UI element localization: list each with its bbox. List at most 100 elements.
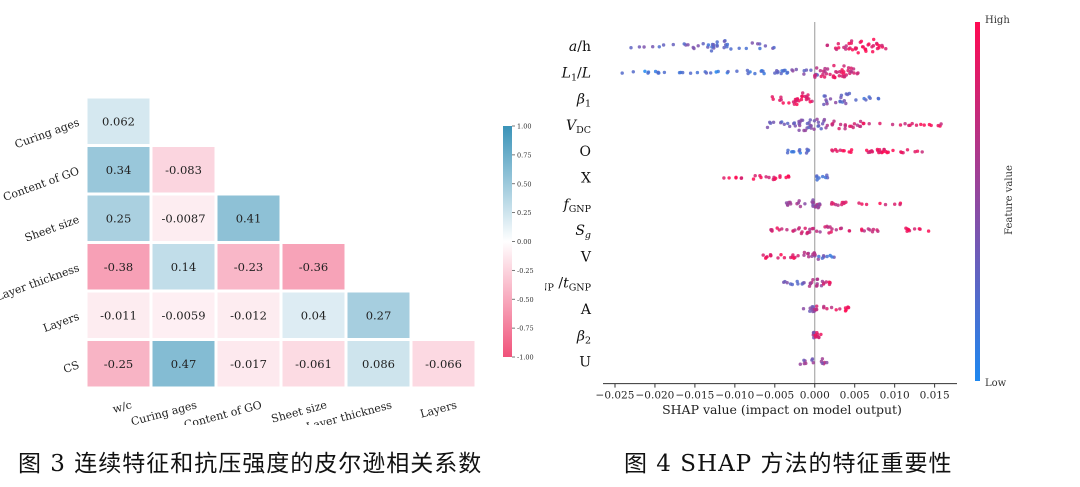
shap-point: [737, 46, 741, 50]
shap-feature-label: Sg: [575, 223, 591, 241]
shap-point: [849, 66, 853, 70]
shap-point: [771, 97, 775, 101]
shap-point: [722, 39, 727, 43]
shap-point: [825, 173, 829, 177]
shap-point: [815, 66, 819, 70]
figure-3-caption: 图 3 连续特征和抗压强度的皮尔逊相关系数: [18, 451, 483, 477]
shap-point: [810, 200, 814, 204]
shap-point: [797, 226, 801, 230]
shap-point: [715, 44, 719, 48]
shap-point: [808, 118, 812, 122]
shap-point: [831, 149, 835, 153]
shap-point: [780, 120, 784, 124]
shap-point: [849, 70, 854, 74]
shap-point: [688, 71, 693, 75]
shap-point: [802, 128, 806, 133]
shap-feature-label: A: [580, 302, 592, 318]
heatmap-cell-label: -0.012: [230, 308, 267, 322]
shap-point: [868, 228, 872, 232]
shap-point: [785, 228, 789, 232]
heatmap-cell: [347, 292, 410, 338]
shap-point: [819, 74, 823, 79]
shap-point: [847, 229, 851, 233]
shap-point: [812, 251, 817, 255]
shap-point: [631, 70, 635, 74]
shap-point: [905, 148, 910, 152]
shap-point: [785, 70, 790, 75]
shap-point: [865, 148, 869, 152]
shap-point: [813, 204, 818, 209]
shap-point: [722, 176, 726, 180]
shap-point: [864, 98, 868, 102]
shap-feature-label: L1/L: [561, 65, 591, 83]
heatmap-colorbar-ticks: 1.00 0.75 0.50 0.25 0.00 -0.25 -0.50 -0.75 -1.00: [512, 123, 534, 362]
shap-x-ticks: −0.025 −0.020 −0.015 −0.010 −0.005 0.000 0.005…: [596, 383, 950, 402]
shap-point: [807, 97, 811, 101]
heatmap-row-label: Content of GO: [1, 164, 81, 204]
shap-point: [682, 42, 686, 46]
shap-point: [681, 70, 685, 75]
shap-point: [793, 97, 798, 102]
shap-point: [791, 229, 795, 233]
shap-point: [848, 46, 852, 50]
heatmap-cell: [282, 244, 345, 290]
shap-point: [746, 71, 750, 76]
heatmap-cell-label: 0.14: [171, 260, 197, 274]
shap-point: [778, 175, 782, 179]
shap-point: [867, 42, 871, 46]
heatmap-cell-label: 0.34: [106, 163, 132, 177]
shap-point: [727, 176, 731, 180]
shap-point: [657, 71, 661, 75]
shap-colorbar: High Low Feature value: [975, 15, 1015, 389]
shap-point: [825, 307, 829, 311]
shap-point: [801, 307, 806, 311]
shap-point: [784, 175, 788, 180]
shap-feature-label: O: [580, 144, 591, 160]
shap-point: [629, 46, 633, 50]
shap-point: [653, 69, 658, 74]
shap-point: [843, 127, 847, 131]
shap-point: [825, 360, 829, 365]
shap-point: [863, 47, 867, 51]
heatmap-colorbar-tick-label: -0.25: [517, 267, 534, 275]
shap-point: [860, 227, 864, 231]
shap-point: [820, 361, 824, 365]
shap-point: [870, 230, 875, 234]
shap-x-tick-label: −0.015: [675, 390, 714, 402]
shap-point: [798, 362, 802, 366]
shap-point: [817, 202, 822, 206]
shap-point: [775, 69, 779, 73]
shap-point: [871, 50, 875, 54]
shap-point: [811, 278, 815, 282]
shap-point: [804, 151, 809, 155]
shap-point: [762, 71, 766, 76]
shap-point: [860, 202, 864, 206]
shap-point: [802, 358, 806, 362]
shap-x-tick-label: −0.025: [596, 390, 635, 402]
shap-point: [871, 44, 876, 48]
shap-point: [801, 91, 805, 95]
shap-point: [858, 119, 863, 124]
shap-point: [859, 39, 864, 43]
shap-point: [875, 46, 880, 51]
shap-point: [677, 71, 682, 75]
shap-point: [915, 149, 920, 153]
heatmap-col-label: Layers: [419, 398, 459, 420]
shap-point: [800, 230, 804, 234]
shap-feature-label: β2: [576, 328, 591, 346]
shap-point: [811, 330, 816, 335]
shap-point: [802, 72, 806, 76]
shap-point: [849, 39, 854, 43]
shap-point: [809, 68, 813, 72]
shap-point: [661, 43, 666, 47]
shap-point: [643, 69, 647, 74]
shap-point: [779, 253, 783, 257]
shap-point: [651, 45, 655, 49]
shap-point: [815, 229, 819, 233]
shap-point: [844, 47, 848, 51]
shap-point: [799, 97, 804, 102]
heatmap-cell-label: -0.061: [295, 357, 332, 371]
shap-point: [807, 255, 811, 259]
shap-point: [864, 202, 869, 207]
shap-point: [779, 71, 783, 76]
